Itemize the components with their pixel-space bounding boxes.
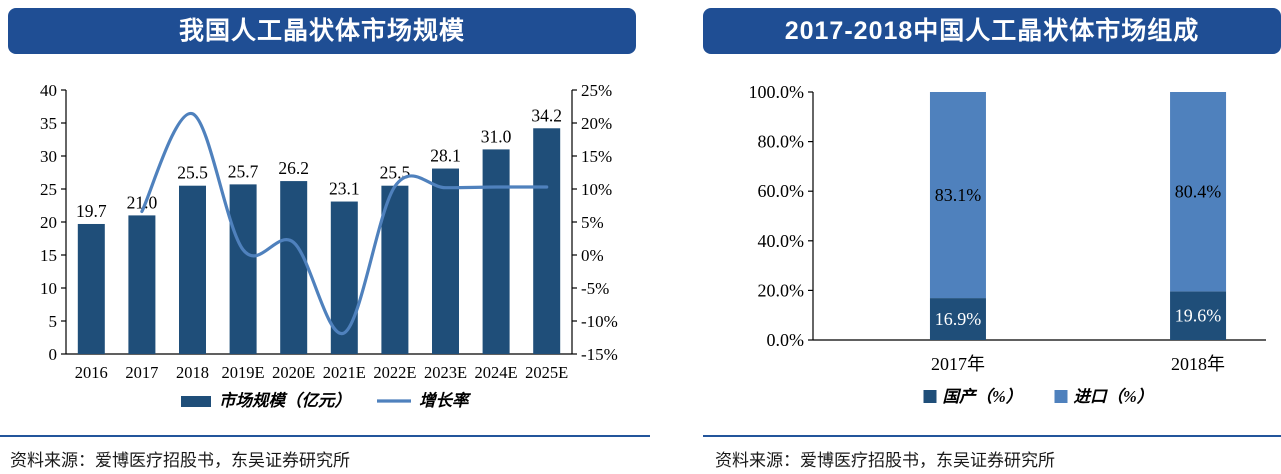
- bar-2017: [128, 215, 156, 354]
- right-axis-tick-label: 0%: [581, 246, 604, 265]
- legend-import-label: 进口（%）: [1074, 387, 1154, 406]
- x-axis-category-label: 2017年: [931, 354, 985, 374]
- right-source-text: 资料来源：爱博医疗招股书，东吴证券研究所: [715, 451, 1055, 470]
- y-axis-tick-label: 80.0%: [758, 132, 805, 152]
- x-axis-category-label: 2020E: [272, 363, 315, 382]
- bar-value-label: 25.5: [177, 163, 208, 183]
- import-share-label: 80.4%: [1175, 182, 1222, 202]
- bar-2025E: [533, 128, 561, 354]
- left-axis-tick-label: 20: [40, 213, 57, 232]
- legend-line-label: 增长率: [419, 391, 472, 410]
- x-axis-category-label: 2018: [176, 363, 209, 382]
- bar-value-label: 25.7: [228, 161, 259, 181]
- bar-value-label: 28.1: [430, 146, 461, 166]
- left-chart-title: 我国人工晶状体市场规模: [8, 8, 636, 54]
- x-axis-category-label: 2025E: [525, 363, 568, 382]
- left-axis-tick-label: 25: [40, 180, 57, 199]
- bar-2023E: [432, 168, 459, 354]
- x-axis-category-label: 2018年: [1171, 354, 1225, 374]
- left-axis-tick-label: 10: [40, 279, 57, 298]
- legend-domestic-swatch: [923, 390, 937, 403]
- left-axis-tick-label: 30: [40, 147, 57, 166]
- bar-2019E: [229, 184, 257, 354]
- right-chart-legend: 国产（%） 进口（%）: [923, 387, 1154, 406]
- bar-value-label: 21.0: [127, 192, 158, 212]
- right-axis-tick-label: 20%: [581, 114, 612, 133]
- y-axis-tick-label: 40.0%: [758, 231, 805, 251]
- right-axis-tick-label: 25%: [581, 81, 612, 100]
- left-axis-tick-label: 40: [40, 81, 57, 100]
- y-axis-tick-label: 20.0%: [758, 280, 805, 300]
- left-axis-tick-label: 35: [40, 114, 57, 133]
- right-axis-tick-label: -10%: [581, 312, 618, 331]
- bar-value-label: 34.2: [531, 105, 562, 125]
- left-chart-legend: 市场规模（亿元） 增长率: [181, 391, 472, 410]
- left-axis-tick-label: 15: [40, 246, 57, 265]
- right-axis-tick-label: 5%: [581, 213, 604, 232]
- bar-2024E: [482, 149, 510, 354]
- x-axis-category-label: 2023E: [424, 363, 467, 382]
- bar-value-label: 26.2: [278, 158, 309, 178]
- legend-bar-label: 市场规模（亿元）: [219, 391, 351, 410]
- left-axis-tick-label: 5: [49, 312, 58, 331]
- domestic-share-label: 19.6%: [1175, 306, 1222, 326]
- domestic-segment-2017年: [929, 298, 986, 340]
- domestic-share-label: 16.9%: [935, 309, 982, 329]
- left-source-text: 资料来源：爱博医疗招股书，东吴证券研究所: [10, 451, 350, 470]
- bar-value-label: 25.5: [380, 163, 411, 183]
- bar-2020E: [280, 181, 308, 354]
- import-share-label: 83.1%: [935, 185, 982, 205]
- x-axis-category-label: 2024E: [475, 363, 518, 382]
- y-axis-tick-label: 100.0%: [749, 82, 805, 102]
- bar-value-label: 31.0: [481, 126, 512, 146]
- bar-value-label: 19.7: [76, 201, 107, 221]
- x-axis-category-label: 2022E: [373, 363, 416, 382]
- market-size-bars: 19.7 21.0 25.5 25.7 26.2 23.1 25.5 28.1 31.0 34.2: [76, 105, 562, 354]
- right-chart-title: 2017-2018中国人工晶状体市场组成: [703, 8, 1281, 54]
- import-segment-2018年: [1170, 92, 1227, 292]
- bar-2016: [77, 223, 105, 354]
- x-axis-category-label: 2017: [125, 363, 158, 382]
- import-segment-2017年: [929, 92, 986, 299]
- x-axis-category-label: 2016: [75, 363, 108, 382]
- y-axis-tick-label: 60.0%: [758, 181, 805, 201]
- left-source-row: 资料来源：爱博医疗招股书，东吴证券研究所: [0, 435, 650, 471]
- x-axis-category-label: 2019E: [222, 363, 265, 382]
- right-axis-tick-label: -5%: [581, 279, 609, 298]
- market-size-chart: 0 5 10 15 20 25 30 35 40 -15% -10% -5% 0% 5% 10% 15% 20%…: [40, 81, 618, 410]
- legend-import-swatch: [1054, 390, 1068, 403]
- x-axis-category-label: 2021E: [323, 363, 366, 382]
- legend-bar-swatch: [181, 396, 211, 407]
- composition-bars: 83.1% 16.9% 2017年 80.4% 19.6% 2018年: [929, 92, 1227, 374]
- legend-domestic-label: 国产（%）: [943, 387, 1023, 406]
- bar-value-label: 23.1: [329, 179, 360, 199]
- bar-2018: [179, 185, 206, 354]
- right-axis-tick-label: -15%: [581, 345, 618, 364]
- domestic-segment-2018年: [1170, 291, 1227, 340]
- y-axis-tick-label: 0.0%: [767, 330, 805, 350]
- left-axis-tick-label: 0: [49, 345, 58, 364]
- market-composition-chart: 0.0% 20.0% 40.0% 60.0% 80.0% 100.0% 83.1% 16.9%…: [749, 82, 1266, 406]
- right-axis-tick-label: 10%: [581, 180, 612, 199]
- axes: 0 5 10 15 20 25 30 35 40 -15% -10% -5% 0% 5% 10% 15% 20%…: [40, 81, 618, 382]
- right-axis-tick-label: 15%: [581, 147, 612, 166]
- growth-rate-line: [140, 112, 549, 335]
- bar-2022E: [381, 185, 409, 354]
- right-source-row: 资料来源：爱博医疗招股书，东吴证券研究所: [703, 435, 1281, 471]
